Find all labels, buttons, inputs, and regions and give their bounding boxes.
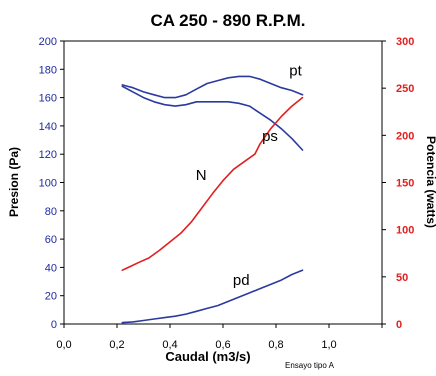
left-tick-label: 100 — [39, 178, 57, 190]
x-tick-label: 0,8 — [268, 339, 283, 351]
left-tick-label: 40 — [45, 262, 57, 274]
y-axis-right-label: Potencia (watts) — [424, 136, 436, 228]
right-tick-label: 300 — [396, 36, 414, 48]
right-tick-label: 250 — [396, 83, 414, 95]
left-tick-label: 80 — [45, 206, 57, 218]
right-tick-label: 150 — [396, 178, 414, 190]
series-line-ps — [121, 85, 304, 151]
x-axis-label: Caudal (m3/s) — [165, 349, 250, 364]
left-tick-label: 200 — [39, 36, 57, 48]
left-tick-label: 20 — [45, 291, 57, 303]
curve-label-pd: pd — [233, 272, 250, 289]
series-lines — [121, 75, 304, 324]
curve-label-ps: ps — [262, 128, 278, 145]
left-axis-ticks: 0 20 40 60 80 100 120 140 160 180 200 — [39, 36, 64, 331]
footnote: Ensayo tipo A — [285, 361, 335, 370]
curve-labels: pt ps Npd — [196, 63, 303, 289]
right-tick-label: 200 — [396, 130, 414, 142]
curve-label-N: N — [196, 167, 207, 184]
x-tick-label: 0,0 — [56, 339, 71, 351]
plot-frame — [63, 40, 383, 325]
left-tick-label: 140 — [39, 121, 57, 133]
chart-title: CA 250 - 890 R.P.M. — [151, 11, 306, 30]
x-tick-label: 1,0 — [321, 339, 336, 351]
x-axis-ticks: 0,0 0,2 0,4 0,6 0,8 1,0 — [56, 324, 383, 351]
y-axis-left-label: Presion (Pa) — [7, 147, 21, 217]
series-line-N — [121, 96, 304, 272]
left-tick-label: 120 — [39, 149, 57, 161]
x-tick-label: 0,2 — [109, 339, 124, 351]
left-tick-label: 0 — [51, 319, 57, 331]
x-tick-label: 0,6 — [215, 339, 230, 351]
right-axis-ticks: 0 50 100 150 200 250 300 — [382, 36, 414, 331]
right-tick-label: 50 — [396, 272, 408, 284]
left-tick-label: 60 — [45, 234, 57, 246]
right-tick-label: 0 — [396, 319, 402, 331]
left-tick-label: 160 — [39, 93, 57, 105]
series-line-pt — [121, 75, 304, 99]
right-tick-label: 100 — [396, 225, 414, 237]
x-tick-label: 0,4 — [162, 339, 177, 351]
curve-label-pt: pt — [289, 63, 302, 80]
left-tick-label: 180 — [39, 64, 57, 76]
series-line-pd — [121, 269, 304, 324]
